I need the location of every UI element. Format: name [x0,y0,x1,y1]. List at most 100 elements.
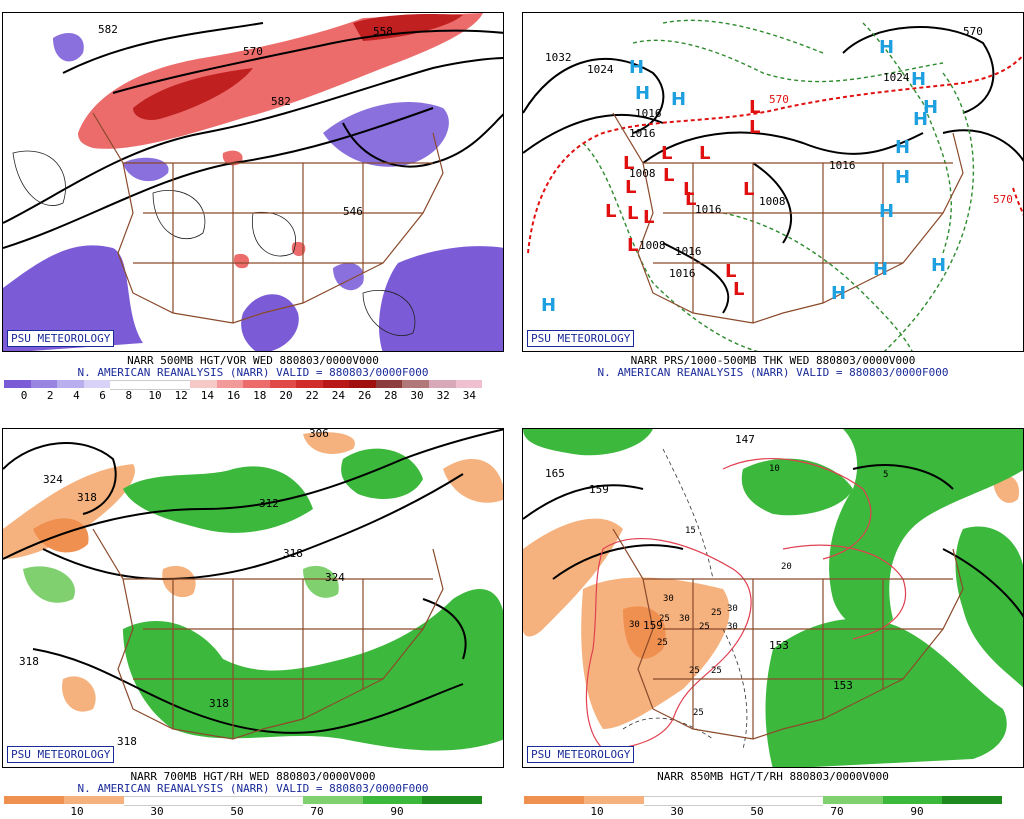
vorticity-colorbar-labels: 0 2 4 6 8 10 12 14 16 18 20 22 24 26 28 30 32 34 [2,389,482,402]
low-pressure-icon: L [733,279,744,300]
colorbar-label: 30 [410,389,424,402]
map-subcaption: N. AMERICAN REANALYSIS (NARR) VALID = 88… [77,782,429,795]
dry-region [3,464,135,559]
map-frame: H H H H H H H H H H H H H H L L L L L L [522,12,1024,352]
rh-colorbar [524,796,1002,806]
vorticity-colorbar [4,380,483,390]
colorbar-swatch [216,380,244,388]
map-frame: 582 570 558 582 546 PSU METEOROLOGY [2,12,504,352]
colorbar-swatch [882,796,943,804]
low-pressure-icon: L [743,179,754,200]
vorticity-low-region [378,246,503,351]
colorbar-swatch [110,380,137,390]
isotherm-label: 25 [699,622,710,632]
colorbar-swatch [583,796,644,804]
moist-region [341,448,423,499]
vorticity-low-region [241,294,299,351]
dry-region [303,432,355,454]
low-pressure-icon: L [605,201,616,222]
contour-label: 147 [735,433,755,446]
colorbar-label: 30 [670,805,684,818]
panel-500mb-vorticity: 582 570 558 582 546 PSU METEOROLOGY NARR… [2,12,504,402]
high-pressure-icon: H [831,283,846,304]
vorticity-low-region [323,102,449,167]
isotherm-label: 10 [769,464,780,474]
colorbar-swatch [183,796,243,806]
isobar-label: 1016 [629,127,656,140]
colorbar-swatch [30,380,58,388]
high-pressure-icon: H [873,259,888,280]
rh-850mb-map: 165 159 147 153 159 153 10 5 15 20 30 30… [523,429,1023,767]
high-pressure-icon: H [895,137,910,158]
colorbar-swatch [63,796,124,804]
colorbar-label: 10 [148,389,162,402]
colorbar-swatch [163,380,190,390]
isobar-label: 1016 [829,159,856,172]
map-caption: NARR 500MB HGT/VOR WED 880803/0000V000 [127,354,379,367]
colorbar-swatch [322,380,350,388]
low-pressure-icon: L [683,179,694,200]
vorticity-high-region [233,253,250,269]
colorbar-swatch [429,380,456,388]
rh-colorbar [4,796,482,806]
high-pressure-icon: H [541,295,556,316]
isobar-label: 1016 [695,203,722,216]
vorticity-high-region [353,13,463,42]
dry-region [443,459,503,503]
high-pressure-icon: H [629,57,644,78]
geographic-borders [612,112,964,324]
colorbar-swatch [703,796,763,806]
colorbar-label: 30 [150,805,164,818]
vorticity-high-region [78,13,483,149]
colorbar-label: 24 [331,389,346,402]
colorbar-label: 10 [70,805,84,818]
dry-region [62,676,96,712]
high-pressure-icon: H [911,69,926,90]
map-caption: NARR 850MB HGT/T/RH 880803/0000V000 [657,770,889,783]
isobar-label: 1016 [635,107,662,120]
dry-region [162,565,196,598]
vorticity-map: 582 570 558 582 546 [3,13,503,351]
vorticity-high-region [133,68,253,120]
vorticity-low-region [53,33,84,62]
high-pressure-icon: H [895,167,910,188]
colorbar-label: 70 [310,805,324,818]
isotherm-label: 25 [689,666,700,676]
isotherm-label: 25 [657,638,668,648]
high-pressure-icon: H [923,97,938,118]
psu-logo: PSU METEOROLOGY [527,746,635,763]
colorbar-label: 90 [910,805,924,818]
rh-colorbar-labels: 10 30 50 70 90 [2,805,482,818]
colorbar-label: 0 [20,389,28,402]
isobar-label: 1008 [639,239,666,252]
isobar-label: 1016 [669,267,696,280]
colorbar-swatch [296,380,323,388]
isotherm-label: 20 [781,562,792,572]
dry-region [623,606,666,659]
colorbar-label: 28 [384,389,398,402]
colorbar-swatch [524,796,584,804]
isotherm-label: 15 [685,526,696,536]
colorbar-label: 22 [305,389,319,402]
dry-region [523,518,623,637]
contour-label: 318 [117,735,137,748]
colorbar-swatch [349,380,376,388]
colorbar-swatch [123,796,184,806]
isotherm-label: 30 [727,604,738,614]
contour-label: 318 [283,547,303,560]
contour-label: 159 [589,483,609,496]
contour-label: 153 [833,679,853,692]
colorbar-swatch [269,380,297,388]
geographic-borders [92,528,444,740]
map-frame: 324 318 312 318 324 318 318 318 306 PSU … [2,428,504,768]
moist-region [523,429,653,456]
map-caption: NARR 700MB HGT/RH WED 880803/0000V000 [130,770,376,783]
isobar-label: 1016 [675,245,702,258]
colorbar-swatch [422,796,482,804]
high-pressure-icon: H [879,201,894,222]
vorticity-low-region [333,263,364,291]
thickness-570-contour [527,53,1023,254]
panel-700mb-rh: 324 318 312 318 324 318 318 318 306 PSU … [2,428,504,818]
colorbar-label: 20 [279,389,293,402]
colorbar-label: 6 [99,389,106,402]
